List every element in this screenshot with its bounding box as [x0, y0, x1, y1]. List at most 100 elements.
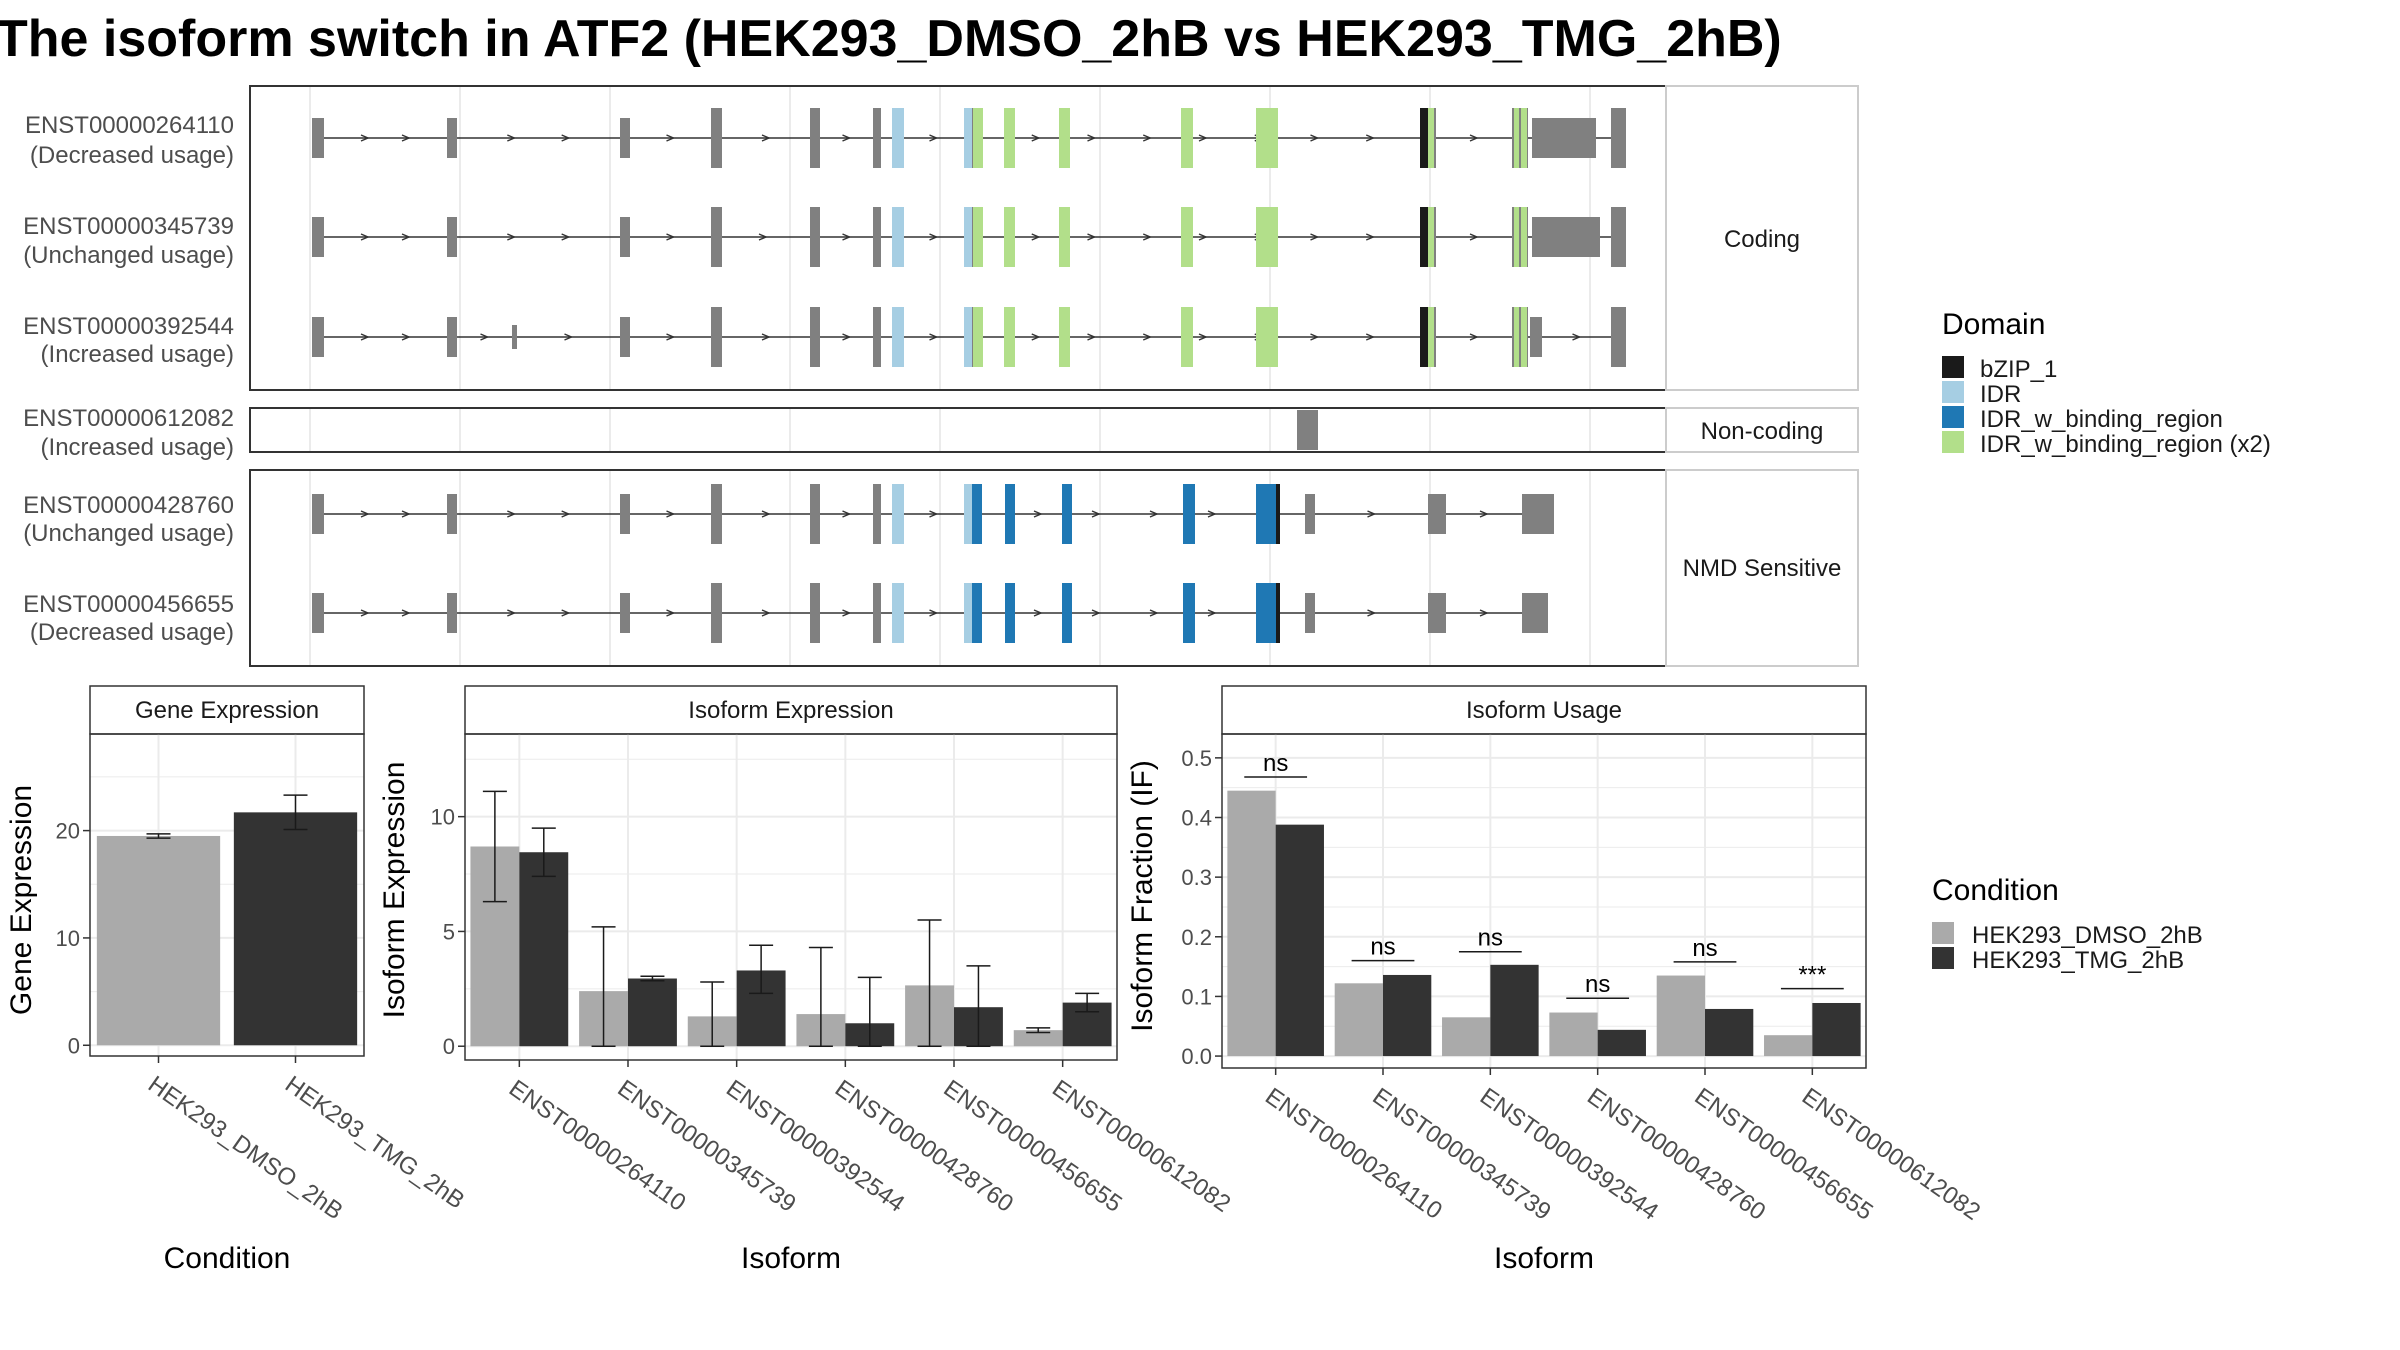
idr-binding-x2-domain	[1514, 207, 1519, 267]
exon	[810, 484, 820, 544]
x-tick-label: ENST00000612082	[1047, 1075, 1235, 1218]
y-axis-title-gene: Gene Expression	[5, 785, 38, 1015]
panel-title-isoform-usage: Isoform Usage	[1466, 697, 1622, 724]
intron-arrow	[1572, 333, 1582, 341]
strip-label-nmd: NMD Sensitive	[1683, 555, 1842, 582]
idr-binding-x2-domain	[1181, 108, 1193, 168]
bar	[1275, 824, 1324, 1057]
significance-label: ns	[1692, 935, 1717, 962]
intron-arrow	[1365, 233, 1376, 241]
idr-domain	[964, 108, 972, 168]
idr-binding-x2-domain	[1521, 207, 1527, 267]
idr-domain	[964, 207, 972, 267]
intron-arrow	[1310, 333, 1320, 341]
significance-label: ns	[1370, 934, 1395, 961]
idr-binding-domain	[1062, 484, 1072, 544]
y-tick-label: 0.2	[1181, 925, 1212, 950]
idr-binding-x2-domain	[973, 207, 983, 267]
legend-condition-label: HEK293_TMG_2hB	[1972, 947, 2184, 974]
intron-arrow	[1365, 134, 1376, 142]
intron-arrow	[1365, 333, 1376, 341]
idr-binding-x2-domain	[1004, 307, 1015, 367]
intron-arrow	[761, 609, 771, 617]
bar	[1227, 790, 1276, 1057]
intron-arrow	[401, 510, 411, 518]
transcript-usage: (Increased usage)	[41, 341, 234, 368]
legend-domain-label: IDR	[1980, 381, 2021, 408]
exon	[873, 207, 881, 267]
transcript-usage: (Unchanged usage)	[23, 520, 234, 547]
idr-binding-x2-domain	[973, 307, 983, 367]
exon	[1522, 494, 1554, 534]
y-axis-title-isouse: Isoform Fraction (IF)	[1126, 760, 1159, 1032]
x-axis-title-gene: Condition	[164, 1242, 291, 1275]
bar	[233, 812, 358, 1046]
intron-arrow	[842, 510, 852, 518]
idr-domain	[892, 484, 904, 544]
intron-arrow	[1479, 510, 1489, 518]
intron-arrow	[561, 134, 571, 142]
bar	[628, 978, 677, 1047]
y-tick-label: 0.5	[1181, 746, 1212, 771]
intron-arrow	[1198, 233, 1208, 241]
intron-arrow	[842, 233, 852, 241]
x-tick-label: ENST00000392544	[1475, 1083, 1663, 1226]
intron-arrow	[1207, 510, 1217, 518]
panel-strip-isoform-usage	[1221, 685, 1867, 735]
transcript-id: ENST00000612082	[23, 405, 234, 432]
exon	[873, 108, 881, 168]
exon	[447, 118, 457, 158]
exon	[1532, 217, 1600, 257]
exon	[512, 325, 517, 349]
idr-domain	[964, 307, 972, 367]
y-tick-label: 0.3	[1181, 865, 1212, 890]
exon	[312, 593, 324, 633]
bar	[1442, 1017, 1491, 1057]
exon	[1522, 593, 1548, 633]
exon	[711, 108, 722, 168]
idr-binding-x2-domain	[1428, 207, 1434, 267]
intron-arrow	[1367, 510, 1377, 518]
panel-border	[89, 733, 365, 1057]
idr-binding-x2-domain	[1004, 108, 1015, 168]
intron-arrow	[401, 333, 411, 341]
panel-title-gene-expression: Gene Expression	[135, 697, 319, 724]
transcript-usage: (Increased usage)	[41, 434, 234, 461]
x-tick-label: ENST00000612082	[1797, 1083, 1985, 1226]
exon	[312, 494, 324, 534]
isoform-usage-chart: ns ns ns ns ns *** 0.0 0.1 0.2 0.3 0.4 0.5 ENST00000…	[1181, 733, 1985, 1226]
structure-panel-noncoding	[249, 407, 1667, 453]
bar	[1597, 1029, 1646, 1057]
legend-domain-swatch-bzip	[1942, 356, 1964, 378]
intron-arrow	[1087, 333, 1097, 341]
bar	[1764, 1035, 1813, 1057]
idr-binding-x2-domain	[1256, 108, 1278, 168]
idr-binding-x2-domain	[1521, 307, 1527, 367]
intron-arrow	[1310, 233, 1320, 241]
exon	[873, 583, 881, 643]
idr-binding-domain	[1256, 583, 1276, 643]
intron-arrow	[1142, 333, 1153, 341]
strip-label-coding: Coding	[1724, 226, 1800, 253]
idr-domain	[892, 108, 904, 168]
transcript-id: ENST00000456655	[23, 591, 234, 618]
transcript-id: ENST00000428760	[23, 492, 234, 519]
legend-condition-title: Condition	[1932, 874, 2059, 907]
intron-arrow	[666, 609, 676, 617]
intron-arrow	[1469, 233, 1479, 241]
idr-binding-x2-domain	[1428, 108, 1434, 168]
legend-domain-swatch-idr-binding	[1942, 406, 1964, 428]
significance-label: ns	[1263, 750, 1288, 777]
intron-arrow	[360, 134, 370, 142]
intron-arrow	[761, 333, 771, 341]
intron-arrow	[401, 233, 411, 241]
legend-domain-swatch-idr	[1942, 381, 1964, 403]
intron-arrow	[1479, 609, 1489, 617]
intron-arrow	[1091, 510, 1101, 518]
intron-arrow	[666, 333, 676, 341]
exon	[447, 217, 457, 257]
exon	[620, 317, 630, 357]
y-tick-label: 0	[68, 1033, 80, 1058]
x-tick-label: ENST00000428760	[830, 1075, 1018, 1218]
